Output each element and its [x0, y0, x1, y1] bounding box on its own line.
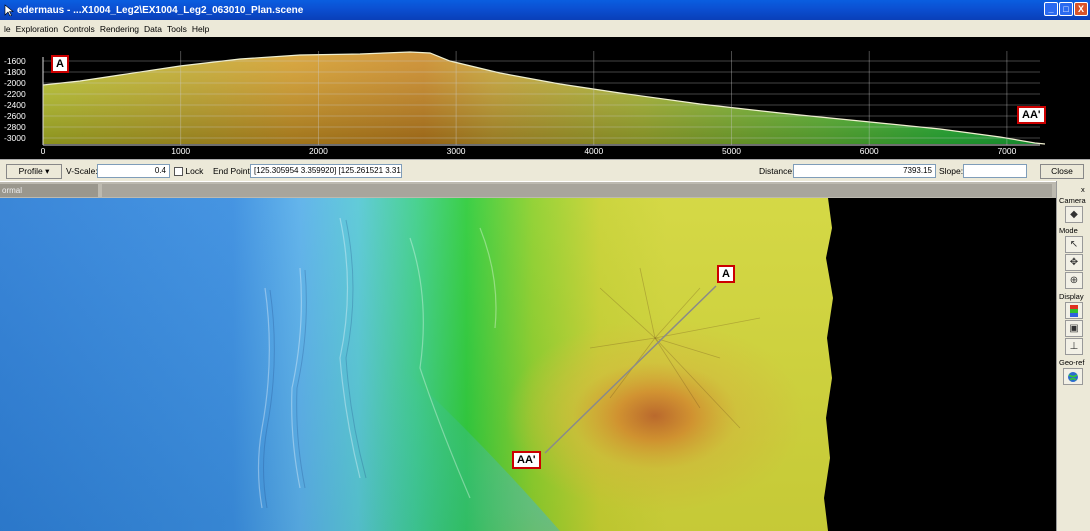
profile-y-tick: -3000	[4, 133, 26, 143]
tool-panel: x Camera ◆ Mode ↖ ✥ ⊕ Display ▣ ⊥ Geo-re…	[1056, 181, 1090, 531]
camera-label: Camera	[1059, 196, 1086, 205]
close-profile-button[interactable]: Close	[1040, 164, 1084, 179]
minimize-button[interactable]: _	[1044, 2, 1058, 16]
profile-x-tick: 5000	[722, 146, 741, 156]
view-tab[interactable]: ormal	[0, 184, 98, 197]
profile-y-tick: -1800	[4, 67, 26, 77]
maximize-button[interactable]: □	[1059, 2, 1073, 16]
profile-graph: -1600-1800-2000-2200-2400-2600-2800-3000…	[4, 51, 1046, 156]
profile-panel: -1600 -1800 -2000 -2200 -2400 -2600 -2800 -3000…	[0, 37, 1090, 159]
map-label-end: AA'	[512, 451, 541, 469]
globe-icon[interactable]	[1063, 368, 1083, 385]
map-label-start: A	[717, 265, 735, 283]
profile-label-start: A	[51, 55, 69, 73]
menu-bar: le Exploration Controls Rendering Data T…	[0, 20, 1090, 37]
profile-y-tick: -2200	[4, 89, 26, 99]
menu-data[interactable]: Data	[144, 23, 163, 34]
view-strip: ormal	[0, 181, 1056, 198]
title-bar: edermaus - ...X1004_Leg2\EX1004_Leg2_063…	[0, 0, 1090, 20]
panel-close[interactable]: x	[1081, 185, 1085, 194]
profile-y-tick: -2600	[4, 111, 26, 121]
bathymetry-image	[0, 198, 833, 531]
pointer-icon[interactable]: ↖	[1065, 236, 1083, 253]
bathymetry-map[interactable]: A AA'	[0, 198, 1056, 531]
profile-y-tick: -2800	[4, 122, 26, 132]
endpoints-label: End Points:	[213, 166, 257, 176]
profile-x-tick: 7000	[997, 146, 1016, 156]
view-strip-bar	[102, 184, 1052, 197]
profile-x-tick: 0	[41, 146, 46, 156]
menu-file[interactable]: le	[4, 23, 11, 34]
window-title: edermaus - ...X1004_Leg2\EX1004_Leg2_063…	[17, 4, 304, 16]
menu-rendering[interactable]: Rendering	[99, 23, 140, 34]
menu-help[interactable]: Help	[191, 23, 210, 34]
profile-x-tick: 3000	[447, 146, 466, 156]
vscale-input[interactable]: 0.4	[97, 164, 170, 178]
profile-x-tick: 1000	[171, 146, 190, 156]
close-window-button[interactable]: X	[1074, 2, 1088, 16]
app-icon	[4, 4, 14, 16]
distance-field: 7393.15	[793, 164, 936, 178]
profile-x-tick: 2000	[309, 146, 328, 156]
endpoints-field[interactable]: [125.305954 3.359920] [125.261521 3.3104…	[250, 164, 402, 178]
slope-label: Slope:	[939, 166, 964, 176]
menu-tools[interactable]: Tools	[167, 23, 187, 34]
lock-checkbox[interactable]	[174, 167, 183, 177]
profile-x-tick: 6000	[860, 146, 879, 156]
profile-x-tick: 4000	[584, 146, 603, 156]
colormap-icon[interactable]	[1065, 302, 1083, 319]
mode-label: Mode	[1059, 226, 1078, 235]
profile-label-end: AA'	[1017, 106, 1046, 124]
lock-label: Lock	[185, 166, 204, 176]
vertical-icon[interactable]: ⊥	[1065, 338, 1083, 355]
distance-label: Distance:	[759, 166, 795, 176]
georef-label: Geo-ref	[1059, 358, 1085, 367]
menu-exploration[interactable]: Exploration	[15, 23, 59, 34]
vscale-label: V-Scale:	[66, 166, 98, 176]
profile-y-tick: -2000	[4, 78, 26, 88]
lock-group: Lock	[174, 166, 204, 177]
menu-controls[interactable]: Controls	[63, 23, 95, 34]
move-icon[interactable]: ✥	[1065, 254, 1083, 271]
zoom-icon[interactable]: ⊕	[1065, 272, 1083, 289]
profile-toolbar: Profile ▾ V-Scale: 0.4 Lock End Points: …	[0, 159, 1090, 181]
camera-icon[interactable]: ◆	[1065, 206, 1083, 223]
profile-y-tick: -1600	[4, 56, 26, 66]
profile-mode-dropdown[interactable]: Profile ▾	[6, 164, 62, 179]
shade-icon[interactable]: ▣	[1065, 320, 1083, 337]
profile-y-tick: -2400	[4, 100, 26, 110]
slope-field	[963, 164, 1027, 178]
display-label: Display	[1059, 292, 1084, 301]
